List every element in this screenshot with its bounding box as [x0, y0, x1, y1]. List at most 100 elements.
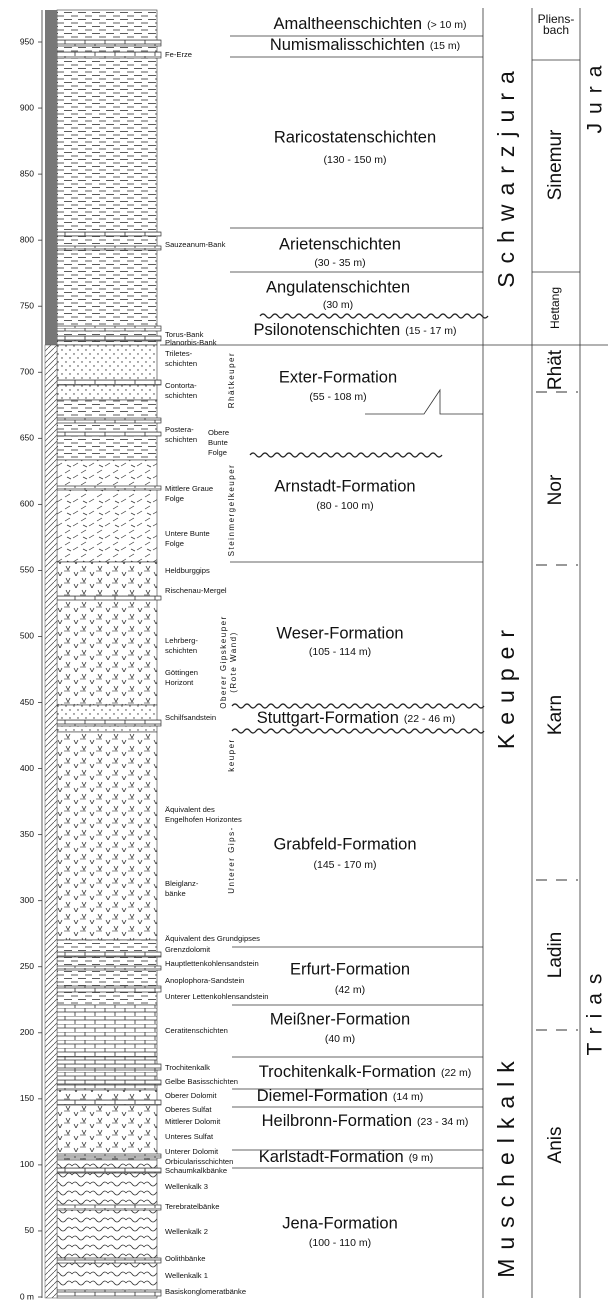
bed-band	[57, 1100, 161, 1105]
bed-label: Gelbe Basisschichten	[165, 1077, 238, 1086]
formation-name: Weser-Formation	[276, 624, 403, 642]
bed-band	[57, 1290, 161, 1296]
bed-band	[57, 52, 161, 58]
formation-thickness: (22 - 46 m)	[404, 713, 455, 725]
unconformity	[260, 314, 488, 318]
formation-thickness: (105 - 114 m)	[309, 646, 371, 658]
formation-thickness: (40 m)	[325, 1033, 355, 1045]
formation-label: Trochitenkalk-Formation(22 m)	[259, 1063, 472, 1081]
bed-band	[57, 952, 161, 957]
bed-label: Planorbis-Bank	[165, 338, 217, 347]
unconformity	[232, 729, 484, 733]
bed-label: Wellenkalk 2	[165, 1227, 208, 1236]
bed-band	[57, 380, 161, 385]
stage-label: bach	[543, 23, 569, 37]
page: { "axis": {"ticks": ["950", "900", "850"…	[0, 0, 608, 1302]
axis-tick-label: 550	[20, 565, 34, 575]
bed-band	[57, 966, 161, 970]
group-label: Keuper	[493, 621, 519, 749]
axis-tick-label: 400	[20, 763, 34, 773]
stage-label: Sinemur	[545, 129, 566, 200]
bed-band	[57, 1064, 161, 1070]
formation-label: Amaltheenschichten(> 10 m)	[274, 15, 467, 33]
axis-tick-label: 900	[20, 102, 34, 112]
stage-label: Hettang	[548, 287, 562, 329]
bed-label: Unterer Dolomit	[165, 1147, 219, 1156]
bed-label: Folge	[165, 494, 184, 503]
bed-label: Bunte	[208, 438, 228, 447]
bed-label: Folge	[165, 539, 184, 548]
axis-tick-label: 650	[20, 433, 34, 443]
bed-label: Postera-	[165, 425, 194, 434]
bed-label: Fe-Erze	[165, 50, 192, 59]
bed-label: schichten	[165, 359, 197, 368]
bed-band	[57, 1205, 161, 1210]
bed-label: Horizont	[165, 678, 194, 687]
formation-thickness: (23 - 34 m)	[417, 1116, 468, 1128]
bed-band	[57, 720, 161, 726]
formation-thickness: (55 - 108 m)	[309, 391, 366, 403]
stage-label: Anis	[545, 1127, 566, 1164]
formation-name: Grabfeld-Formation	[273, 835, 416, 853]
formation-name: Diemel-Formation	[257, 1087, 388, 1105]
formation-thickness: (15 m)	[430, 40, 460, 52]
axis-tick-label: 850	[20, 168, 34, 178]
bed-label: Ceratitenschichten	[165, 1026, 228, 1035]
bed-label: Unteres Sulfat	[165, 1132, 214, 1141]
bed-label: Anoplophora-Sandstein	[165, 976, 244, 985]
subdivision-label: Unterer Gips-	[227, 826, 236, 894]
formation-name: Amaltheenschichten	[274, 15, 423, 33]
formation-name: Erfurt-Formation	[290, 960, 410, 978]
stage-label: Ladin	[545, 932, 566, 979]
subdivision-label: (Rote Wand)	[229, 631, 238, 693]
axis-tick-label: 950	[20, 36, 34, 46]
lithology-layer	[57, 345, 157, 400]
bed-label: schichten	[165, 391, 197, 400]
gray-bar	[45, 10, 57, 345]
axis-tick-label: 0 m	[20, 1291, 34, 1301]
axis-tick-label: 500	[20, 631, 34, 641]
bed-label: Äquivalent des Grundgipses	[165, 934, 260, 943]
stage-label: Karn	[545, 695, 566, 735]
system-label: Trias	[584, 965, 607, 1056]
bed-band	[57, 246, 161, 250]
bed-band	[57, 232, 161, 236]
formation-thickness: (80 - 100 m)	[316, 500, 373, 512]
bed-band	[57, 1080, 161, 1085]
bed-label: Wellenkalk 3	[165, 1182, 208, 1191]
bed-label: Mittlerer Dolomit	[165, 1117, 221, 1126]
axis-tick-label: 750	[20, 300, 34, 310]
bed-label: Untere Bunte	[165, 529, 210, 538]
bed-label: Engelhofen Horizontes	[165, 815, 242, 824]
bed-band	[57, 986, 161, 992]
formation-name: Trochitenkalk-Formation	[259, 1063, 436, 1081]
lithology-layer	[57, 400, 157, 460]
unconformity	[232, 704, 484, 708]
stage-label: Rhät	[545, 349, 566, 390]
axis-tick-label: 800	[20, 234, 34, 244]
interfingering	[365, 390, 483, 414]
axis-tick-label: 450	[20, 697, 34, 707]
bed-label: Triletes-	[165, 349, 193, 358]
group-label: Schwarzjura	[493, 62, 519, 288]
formation-label: Diemel-Formation(14 m)	[257, 1087, 423, 1105]
formation-name: Arnstadt-Formation	[274, 477, 415, 495]
bed-label: Lehrberg-	[165, 636, 198, 645]
bed-label: Schilfsandstein	[165, 713, 216, 722]
bed-band	[57, 486, 161, 490]
lithology-layer	[57, 1160, 157, 1298]
bed-band	[57, 326, 161, 331]
formation-name: Exter-Formation	[279, 368, 397, 386]
bed-label: Sauzeanum-Bank	[165, 240, 226, 249]
formation-thickness: (130 - 150 m)	[323, 154, 386, 166]
formation-name: Jena-Formation	[282, 1214, 398, 1232]
bed-label: Rischenau-Mergel	[165, 586, 227, 595]
group-label: Muschelkalk	[493, 1052, 519, 1278]
formation-thickness: (145 - 170 m)	[313, 859, 376, 871]
lithology-layer	[57, 460, 157, 562]
bed-label: Obere	[208, 428, 229, 437]
formation-name: Meißner-Formation	[270, 1010, 410, 1028]
bed-band	[57, 40, 161, 46]
bed-band	[57, 418, 161, 423]
subdivision-label: Steinmergelkeuper	[227, 464, 236, 557]
